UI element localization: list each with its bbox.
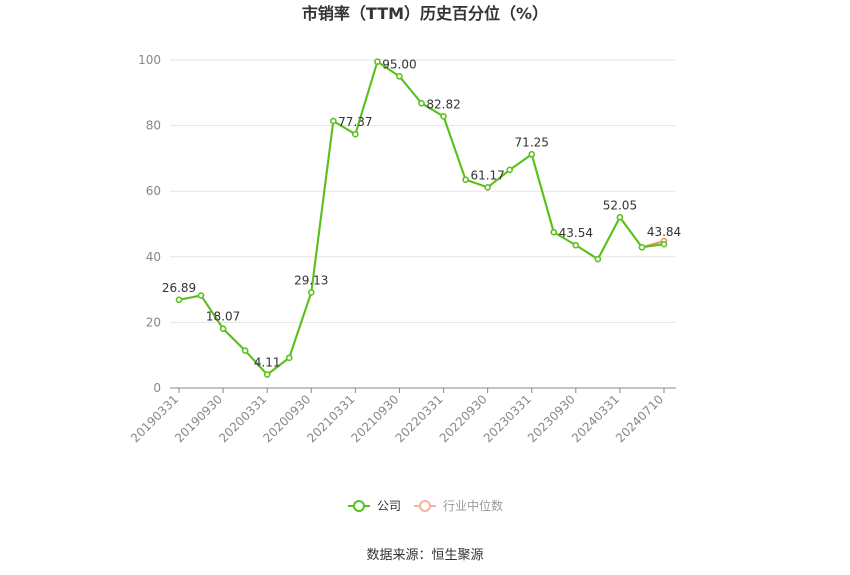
data-label: 82.82 <box>426 97 460 111</box>
legend[interactable]: 公司 行业中位数 <box>348 498 503 513</box>
point-company <box>638 244 646 251</box>
point-company <box>594 255 602 263</box>
x-tick-label: 20240710 <box>613 392 666 445</box>
point-company <box>572 241 580 249</box>
legend-item-industry[interactable]: 行业中位数 <box>414 498 503 513</box>
point-company <box>616 214 624 221</box>
point-company <box>660 240 668 248</box>
legend-industry-label: 行业中位数 <box>443 498 503 513</box>
gridlines <box>170 59 676 323</box>
point-company <box>330 117 337 125</box>
data-label: 95.00 <box>382 57 416 71</box>
data-label: 29.13 <box>294 273 328 287</box>
y-axis-ticks: 0 20 40 60 80 100 <box>138 53 161 395</box>
point-company <box>506 166 513 174</box>
point-company <box>396 73 403 80</box>
data-source: 数据来源：恒生聚源 <box>366 548 483 563</box>
legend-industry-marker-icon <box>419 500 431 512</box>
point-company <box>418 100 425 107</box>
point-company <box>308 289 315 296</box>
legend-company-marker-icon <box>353 500 365 512</box>
data-label: 43.84 <box>647 225 681 239</box>
point-company <box>440 113 447 120</box>
y-tick-label: 20 <box>146 315 161 329</box>
point-company <box>550 228 558 236</box>
data-label: 77.37 <box>338 115 372 129</box>
series-layer <box>175 58 668 378</box>
series-line-company <box>178 60 665 376</box>
data-label: 61.17 <box>470 168 504 182</box>
point-company <box>285 354 293 362</box>
point-company <box>352 130 359 138</box>
point-company <box>374 58 381 65</box>
series-line-industry <box>178 60 665 376</box>
x-axis-ticks: 2019033120190930202003312020093020210331… <box>128 388 666 445</box>
chart-title: 市销率（TTM）历史百分位（%） <box>302 4 548 23</box>
y-tick-label: 40 <box>146 250 161 264</box>
data-label: 26.89 <box>162 281 196 295</box>
point-company <box>175 296 183 304</box>
data-label: 43.54 <box>559 226 593 240</box>
legend-item-company[interactable]: 公司 <box>348 499 401 513</box>
point-company <box>484 184 491 191</box>
y-tick-label: 60 <box>146 184 161 198</box>
y-tick-label: 0 <box>153 381 161 395</box>
point-company <box>219 325 227 332</box>
y-tick-label: 80 <box>146 119 161 133</box>
data-label: 4.11 <box>254 356 281 370</box>
data-labels: 26.89 18.07 4.11 29.13 77.37 95.00 82.82 61.17 7… <box>162 57 681 369</box>
data-label: 18.07 <box>206 310 240 324</box>
point-company <box>263 371 271 378</box>
point-company <box>462 176 469 183</box>
data-label: 71.25 <box>515 135 549 149</box>
y-tick-label: 100 <box>138 53 161 67</box>
legend-company-label: 公司 <box>377 499 401 513</box>
point-company <box>197 292 205 299</box>
point-company <box>241 347 249 354</box>
point-company <box>528 151 535 158</box>
data-label: 52.05 <box>603 198 637 212</box>
